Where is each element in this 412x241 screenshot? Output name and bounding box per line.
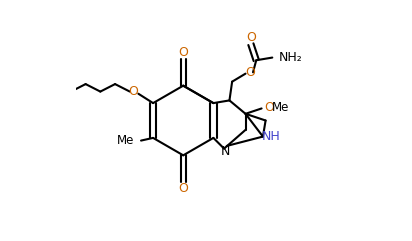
Text: Me: Me xyxy=(117,134,134,147)
Text: O: O xyxy=(264,100,274,114)
Text: NH: NH xyxy=(262,130,280,143)
Text: O: O xyxy=(178,46,188,59)
Text: O: O xyxy=(246,66,255,79)
Text: O: O xyxy=(246,31,256,44)
Text: N: N xyxy=(221,145,230,158)
Text: O: O xyxy=(129,85,138,98)
Text: O: O xyxy=(178,182,188,195)
Text: Me: Me xyxy=(272,100,289,114)
Text: NH₂: NH₂ xyxy=(279,51,303,64)
